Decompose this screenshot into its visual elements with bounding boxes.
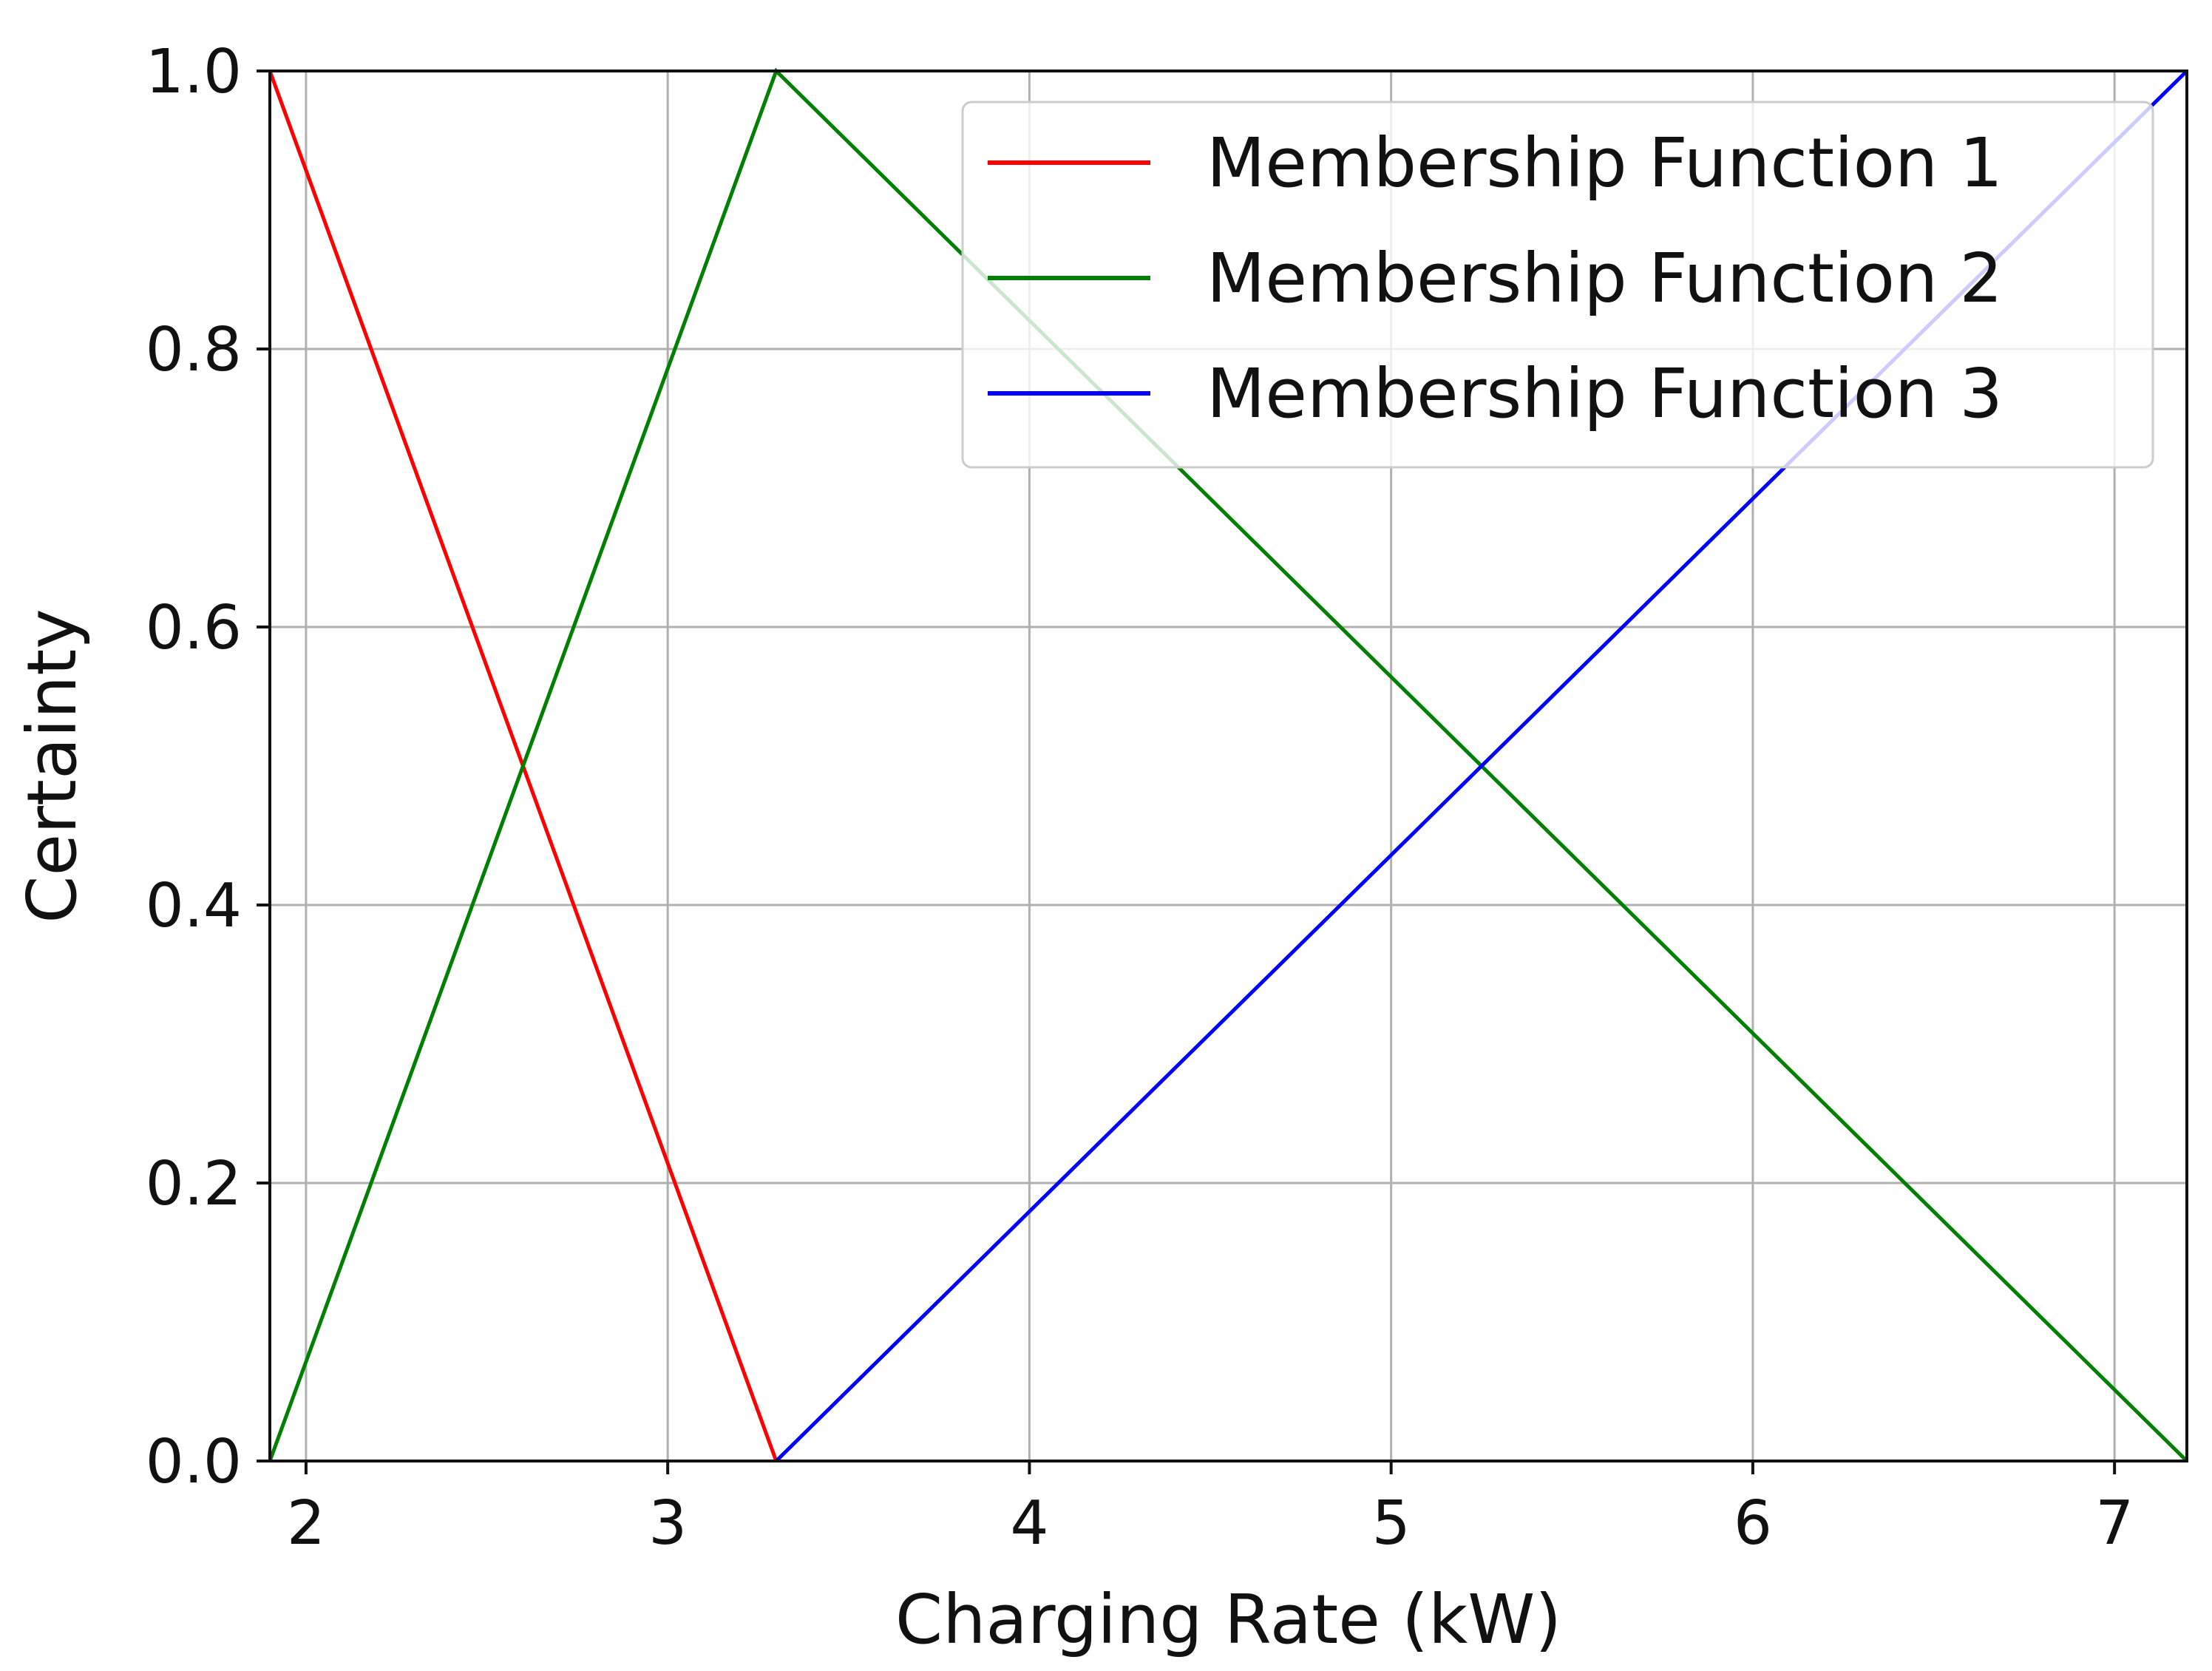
legend: Membership Function 1 Membership Function… <box>961 101 2154 469</box>
x-tick-label: 4 <box>1010 1488 1048 1559</box>
plot-area-frame <box>268 70 2188 1462</box>
legend-label-3: Membership Function 3 <box>1207 354 2003 433</box>
y-tick-label: 0.8 <box>146 315 242 385</box>
y-tick-label: 0.6 <box>146 593 242 663</box>
y-axis-label: Certainty <box>13 609 92 923</box>
legend-box <box>961 101 2154 469</box>
x-tick-label: 7 <box>2095 1488 2134 1559</box>
axis-ticks: 2 3 4 5 6 7 0.0 0.2 0.4 0.6 0.8 1.0 <box>146 37 2134 1559</box>
legend-label-2: Membership Function 2 <box>1207 239 2003 318</box>
y-tick-label: 0.2 <box>146 1149 242 1219</box>
y-tick-label: 0.0 <box>146 1427 242 1497</box>
y-tick-label: 0.4 <box>146 871 242 941</box>
x-tick-label: 5 <box>1372 1488 1411 1559</box>
x-axis-label: Charging Rate (kW) <box>895 1580 1561 1659</box>
x-tick-label: 3 <box>648 1488 687 1559</box>
x-tick-label: 6 <box>1734 1488 1772 1559</box>
y-tick-label: 1.0 <box>146 37 242 107</box>
x-tick-label: 2 <box>287 1488 325 1559</box>
legend-label-1: Membership Function 1 <box>1207 123 2003 203</box>
